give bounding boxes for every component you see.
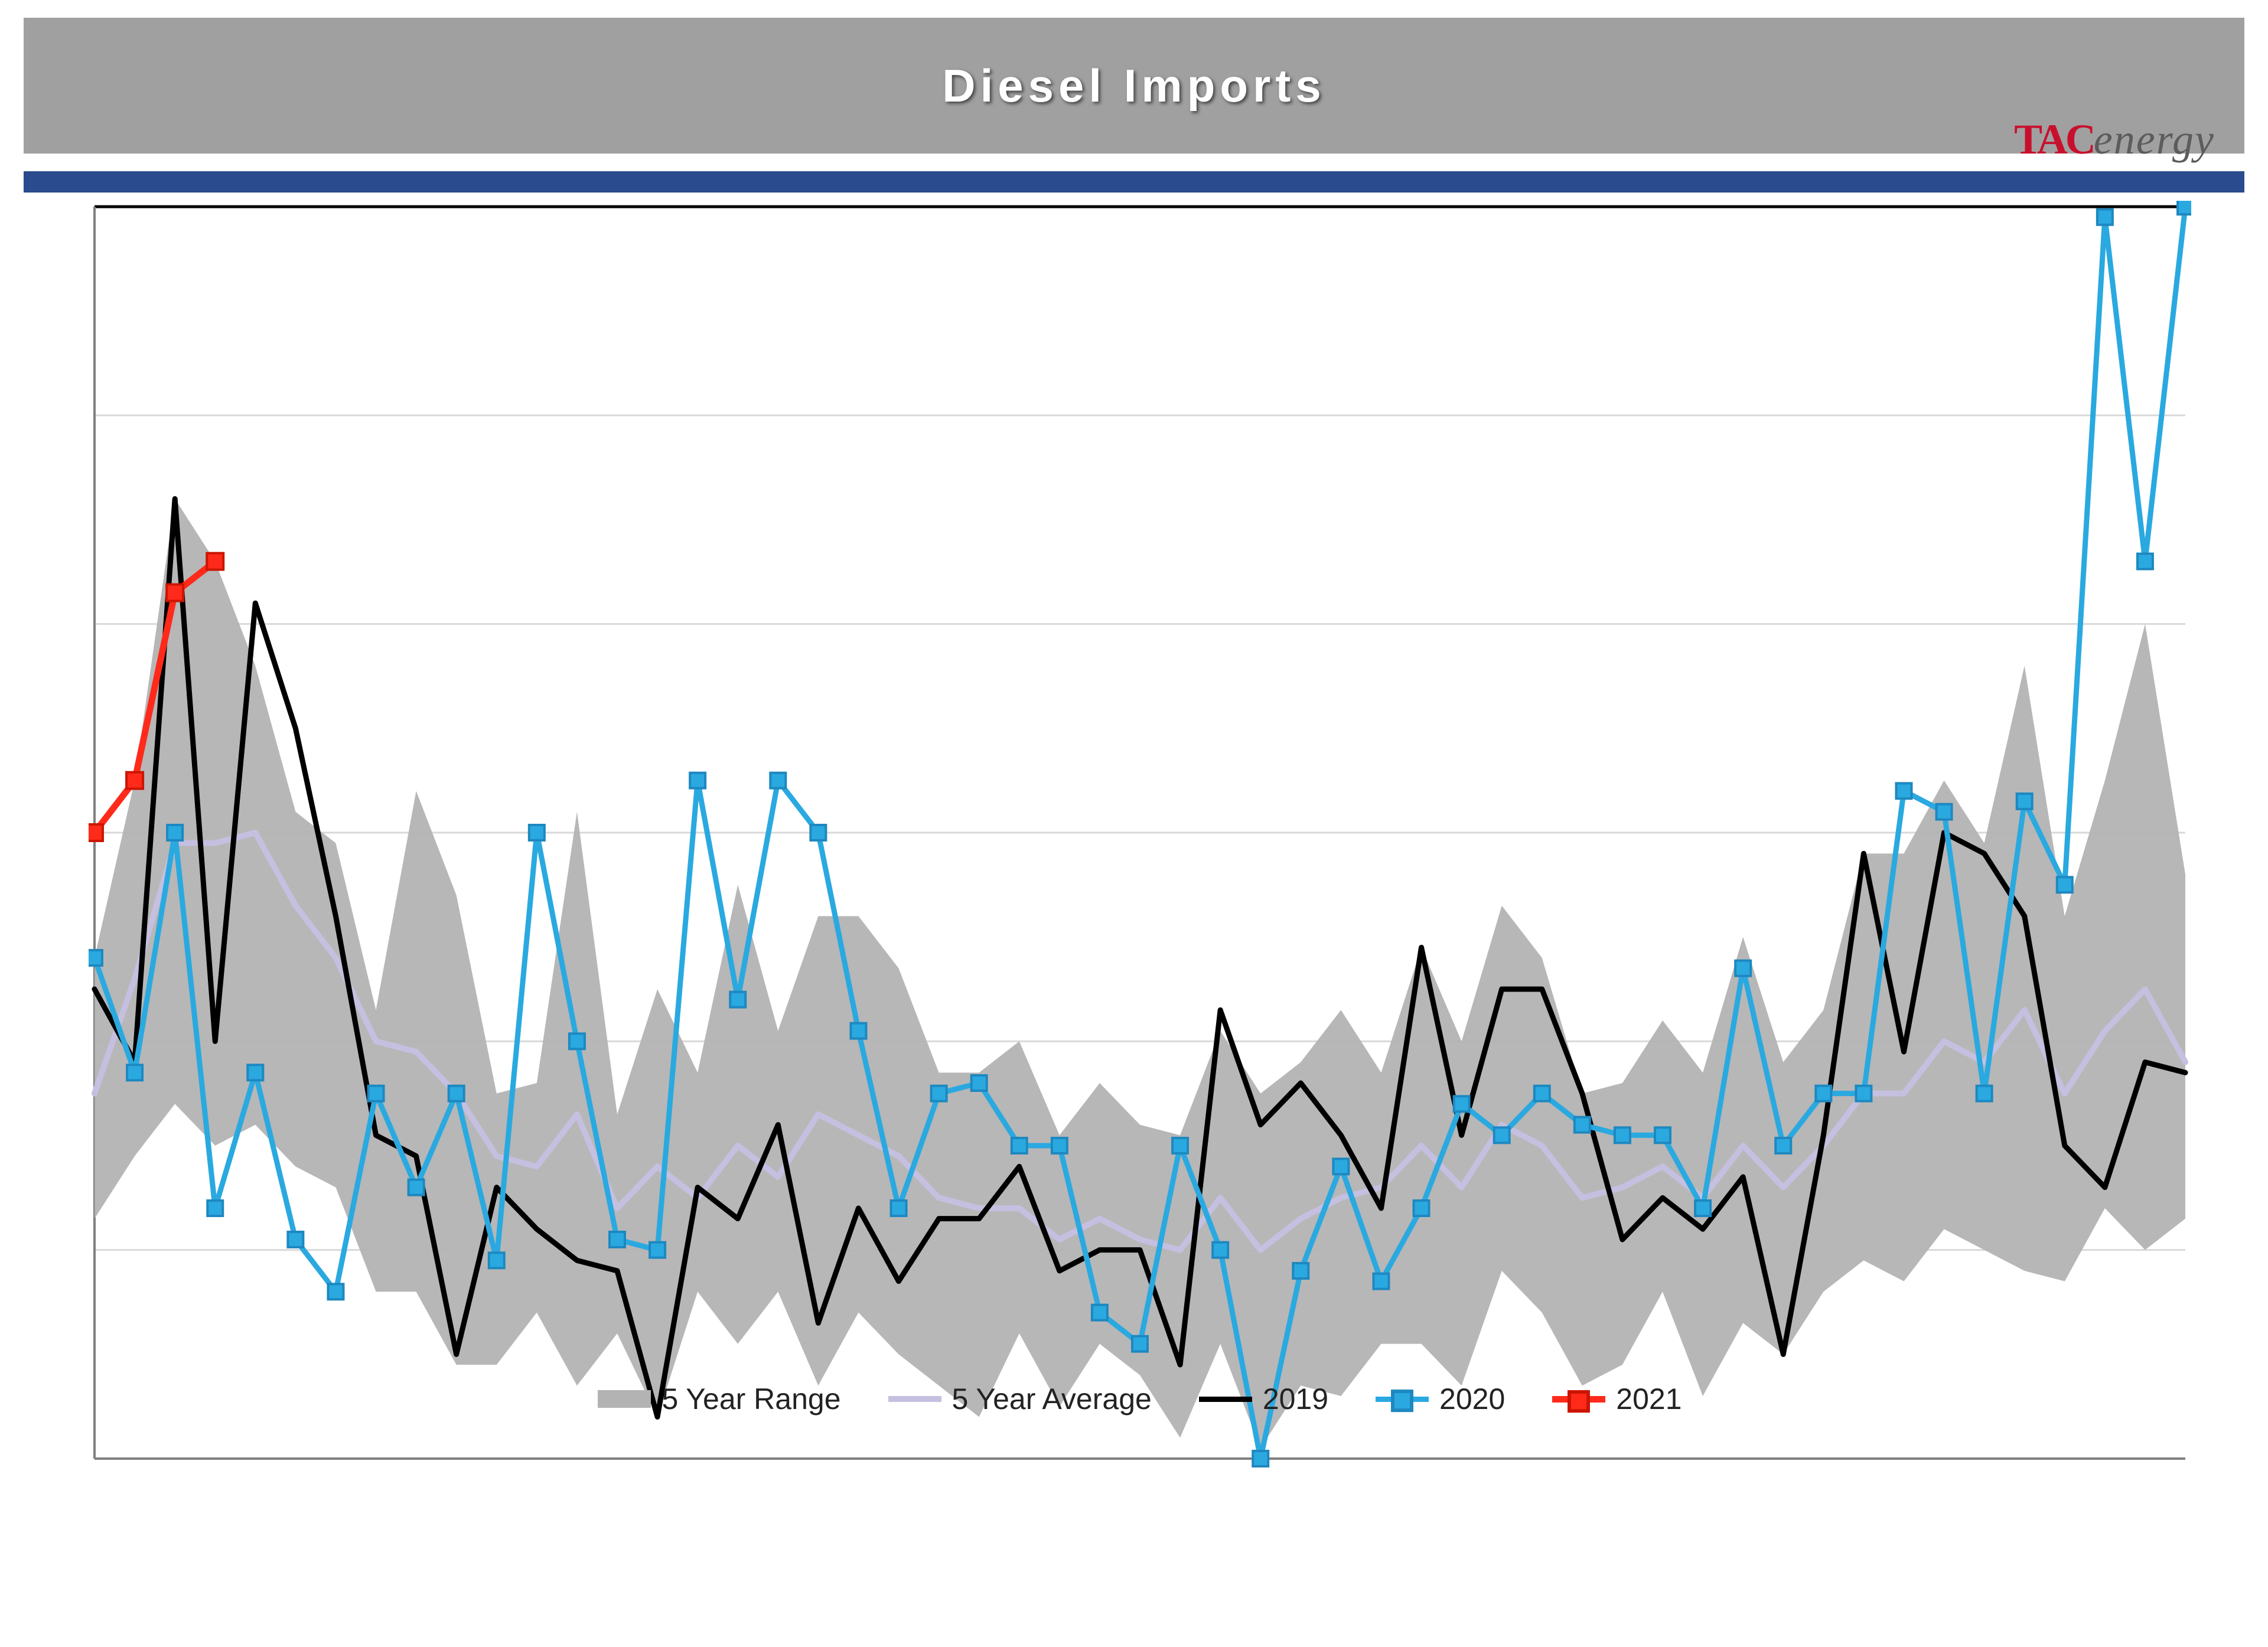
legend-label-avg: 5 Year Average [952,1382,1152,1416]
legend-item-y2020: 2020 [1376,1382,1505,1416]
legend-swatch-y2019 [1199,1397,1252,1402]
legend-swatch-avg [888,1396,941,1402]
legend-label-range: 5 Year Range [662,1382,840,1416]
legend-swatch-y2020 [1376,1397,1429,1402]
legend-swatch-range [598,1390,651,1408]
logo-energy: energy [2094,116,2215,163]
legend-item-y2019: 2019 [1199,1382,1328,1416]
chart-title: Diesel Imports [942,59,1326,113]
legend-label-y2019: 2019 [1263,1382,1328,1416]
plot-area: 5 Year Range 5 Year Average 2019 2020 2021 [89,201,2191,1559]
chart-container: Diesel Imports TACenergy 5 Year Range5 Y… [0,0,2268,1647]
legend: 5 Year Range 5 Year Average 2019 2020 2021 [89,1382,2191,1416]
title-bar: Diesel Imports [24,18,2244,154]
logo-tac: TAC [2014,116,2094,163]
accent-bar [24,171,2244,193]
chart-svg [89,201,2191,1559]
legend-label-y2020: 2020 [1439,1382,1505,1416]
legend-item-y2021: 2021 [1552,1382,1682,1416]
legend-item-avg: 5 Year Average [888,1382,1152,1416]
legend-item-range: 5 Year Range [598,1382,840,1416]
brand-logo: TACenergy [2014,118,2215,161]
legend-label-y2021: 2021 [1616,1382,1682,1416]
legend-swatch-y2021 [1552,1396,1605,1403]
